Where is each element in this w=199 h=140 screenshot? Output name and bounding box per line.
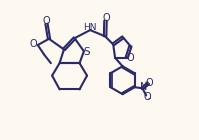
- Text: O: O: [29, 39, 37, 49]
- Text: N: N: [140, 82, 147, 92]
- Text: O: O: [144, 92, 151, 102]
- Text: O: O: [102, 13, 110, 23]
- Text: S: S: [83, 47, 90, 57]
- Text: O: O: [42, 16, 50, 26]
- Text: -: -: [148, 94, 151, 103]
- Text: +: +: [143, 80, 149, 89]
- Text: O: O: [146, 78, 153, 88]
- Text: HN: HN: [83, 23, 96, 32]
- Text: O: O: [126, 53, 134, 63]
